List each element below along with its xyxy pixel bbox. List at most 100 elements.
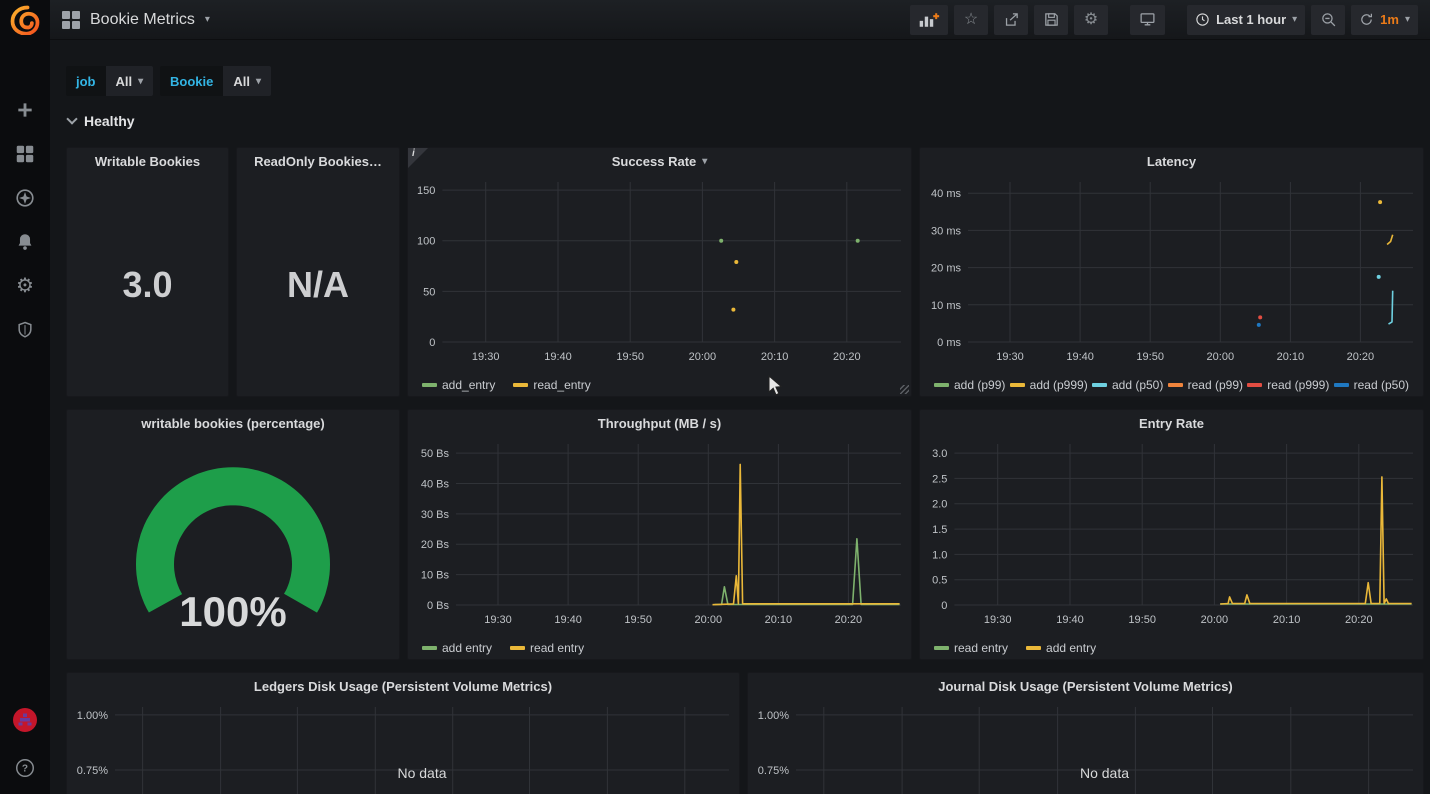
svg-text:20:00: 20:00	[689, 351, 717, 363]
panel-title-text: Entry Rate	[1138, 415, 1205, 431]
latency-chart[interactable]: 19:30 19:40 19:50 20:00 20:10 20:20 0 ms 10 ms 2…	[920, 174, 1423, 372]
server-admin-shield-icon[interactable]	[0, 308, 50, 352]
alerting-bell-icon[interactable]	[0, 220, 50, 264]
dashboard-settings-button[interactable]: ⚙	[1074, 4, 1109, 35]
info-icon: i	[412, 148, 415, 159]
svg-text:3.0: 3.0	[932, 448, 947, 460]
time-range-picker[interactable]: Last 1 hour ▾	[1187, 4, 1306, 35]
variable-job-selected: All	[115, 73, 133, 89]
svg-text:19:40: 19:40	[544, 351, 572, 363]
panel-resize-handle[interactable]	[900, 385, 909, 394]
variable-bookie[interactable]: Bookie All ▾	[160, 66, 271, 96]
chevron-down-icon[interactable]: ▾	[204, 14, 210, 25]
panel-title[interactable]: Success Rate ▾	[408, 148, 911, 174]
dashboard-title[interactable]: Bookie Metrics	[90, 10, 195, 28]
star-icon: ☆	[963, 10, 979, 28]
svg-text:1.00%: 1.00%	[77, 710, 108, 722]
svg-text:0 Bs: 0 Bs	[427, 600, 450, 612]
svg-text:20:20: 20:20	[833, 351, 861, 363]
legend-item[interactable]: add (p50)	[1091, 378, 1163, 392]
svg-text:20:00: 20:00	[695, 614, 723, 626]
gear-icon: ⚙	[1083, 10, 1099, 28]
add-panel-button[interactable]	[910, 4, 949, 35]
legend-item[interactable]: read (p999)	[1247, 378, 1329, 392]
variable-bookie-value[interactable]: All ▾	[223, 66, 271, 96]
save-dashboard-button[interactable]	[1034, 4, 1069, 35]
panel-writable-bookies-percentage: writable bookies (percentage) 100%	[66, 409, 400, 660]
panel-title[interactable]: ReadOnly Bookies…	[254, 153, 382, 169]
svg-text:0.75%: 0.75%	[77, 765, 108, 777]
legend-item[interactable]: add (p999)	[1009, 378, 1088, 392]
variable-job-value[interactable]: All ▾	[105, 66, 154, 96]
legend-item[interactable]: read (p99)	[1167, 378, 1243, 392]
ledgers-disk-chart[interactable]: 0.75% 1.00% No data	[67, 699, 739, 794]
variable-job[interactable]: job All ▾	[66, 66, 154, 96]
panel-title[interactable]: Journal Disk Usage (Persistent Volume Me…	[748, 673, 1423, 699]
share-dashboard-button[interactable]	[994, 4, 1029, 35]
explore-compass-icon[interactable]	[0, 176, 50, 220]
panel-title-text: Ledgers Disk Usage (Persistent Volume Me…	[253, 678, 553, 694]
svg-text:50 Bs: 50 Bs	[421, 448, 450, 460]
svg-text:0 ms: 0 ms	[937, 337, 961, 349]
svg-text:10 Bs: 10 Bs	[421, 570, 450, 582]
svg-text:19:30: 19:30	[984, 614, 1012, 626]
panel-title[interactable]: Writable Bookies	[94, 153, 201, 169]
stat-value: N/A	[287, 264, 349, 305]
panel-menu-caret-icon: ▾	[702, 155, 708, 167]
create-plus-icon[interactable]	[0, 88, 50, 132]
panel-title[interactable]: Throughput (MB / s)	[408, 410, 911, 436]
panel-info-corner[interactable]: i	[408, 148, 428, 168]
configuration-gear-icon[interactable]: ⚙	[16, 275, 34, 297]
zoom-out-time-button[interactable]	[1311, 4, 1346, 35]
svg-text:50: 50	[423, 286, 435, 298]
svg-text:20 ms: 20 ms	[931, 263, 961, 275]
entry-rate-chart[interactable]: 19:30 19:40 19:50 20:00 20:10 20:20 0 0.5 1.0 1.5…	[920, 436, 1423, 635]
user-avatar[interactable]	[0, 698, 50, 742]
chart-legend: add entry read entry	[408, 635, 911, 661]
legend-item[interactable]: add entry	[422, 641, 492, 655]
gauge-chart[interactable]	[67, 436, 399, 661]
panel-readonly-bookies: ReadOnly Bookies… N/A	[236, 147, 400, 397]
svg-text:20:00: 20:00	[1201, 614, 1229, 626]
svg-text:?: ?	[22, 764, 28, 775]
legend-item[interactable]: read (p50)	[1333, 378, 1409, 392]
dashboard-grid-icon[interactable]	[62, 10, 80, 29]
svg-text:20:10: 20:10	[1277, 351, 1305, 363]
legend-item[interactable]: add_entry	[422, 378, 495, 392]
panel-title[interactable]: writable bookies (percentage)	[141, 415, 325, 431]
panel-title-text: Throughput (MB / s)	[597, 415, 722, 431]
grafana-logo-icon[interactable]	[0, 0, 50, 40]
panel-title[interactable]: Ledgers Disk Usage (Persistent Volume Me…	[67, 673, 739, 699]
svg-text:19:50: 19:50	[1136, 351, 1164, 363]
refresh-picker[interactable]: 1m ▾	[1351, 4, 1418, 35]
refresh-interval-label: 1m	[1380, 12, 1399, 27]
panel-title[interactable]: Entry Rate	[920, 410, 1423, 436]
success-rate-chart[interactable]: 19:30 19:40 19:50 20:00 20:10 20:20 0 50 100 150	[408, 174, 911, 372]
chart-legend: add_entry read_entry	[408, 372, 911, 398]
legend-item[interactable]: read entry	[934, 641, 1008, 655]
legend-item[interactable]: add entry	[1026, 641, 1096, 655]
journal-disk-chart[interactable]: 0.75% 1.00% No data	[748, 699, 1423, 794]
panel-throughput: Throughput (MB / s) 19:30 19:40 19:50 20:00…	[407, 409, 912, 660]
stat-value: 3.0	[122, 264, 173, 305]
svg-text:19:40: 19:40	[1066, 351, 1094, 363]
help-icon[interactable]: ?	[0, 742, 50, 794]
chevron-down-icon: ▾	[138, 75, 144, 87]
svg-text:19:50: 19:50	[1128, 614, 1156, 626]
star-dashboard-button[interactable]: ☆	[954, 4, 989, 35]
legend-item[interactable]: read entry	[510, 641, 584, 655]
row-toggle-healthy[interactable]: Healthy	[66, 113, 135, 129]
throughput-chart[interactable]: 19:30 19:40 19:50 20:00 20:10 20:20 0 Bs 10 Bs 2…	[408, 436, 911, 635]
legend-item[interactable]: read_entry	[513, 378, 591, 392]
dashboards-icon[interactable]	[0, 132, 50, 176]
panel-title[interactable]: Latency	[920, 148, 1423, 174]
legend-item[interactable]: add (p99)	[934, 378, 1005, 392]
svg-text:30 ms: 30 ms	[931, 225, 961, 237]
svg-text:19:30: 19:30	[472, 351, 500, 363]
svg-text:0.5: 0.5	[932, 575, 947, 587]
gauge-value: 100%	[179, 588, 287, 635]
panel-journal-disk-usage: Journal Disk Usage (Persistent Volume Me…	[747, 672, 1424, 794]
cycle-view-mode-button[interactable]	[1130, 4, 1166, 35]
chevron-down-icon	[66, 113, 78, 125]
svg-text:0: 0	[429, 337, 435, 349]
